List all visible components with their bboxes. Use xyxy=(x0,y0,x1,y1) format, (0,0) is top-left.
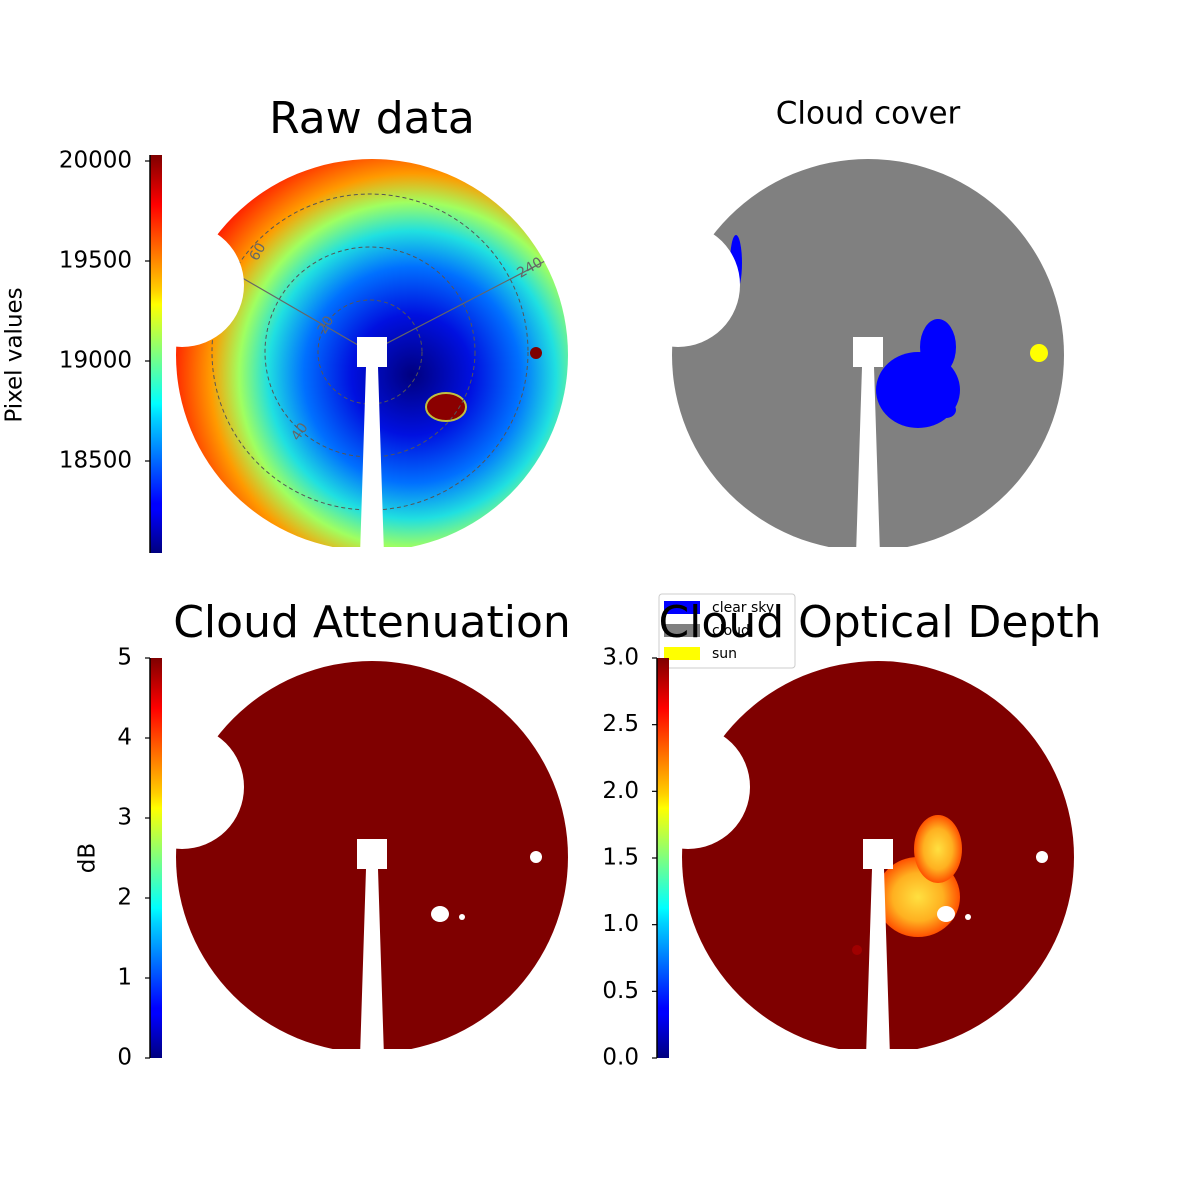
annotation: 120 xyxy=(172,228,203,255)
azimuth-line xyxy=(176,239,371,353)
colorbar-tick-label: 1 xyxy=(117,965,132,991)
sun-mask xyxy=(530,851,542,863)
masked-blob xyxy=(431,906,449,922)
zenith-ring xyxy=(317,299,423,405)
colorbar-label: Pixel values xyxy=(2,287,28,422)
sky-disk xyxy=(668,155,1068,555)
colorbar xyxy=(150,658,162,1058)
colorbar xyxy=(150,155,162,553)
optical-depth-image xyxy=(678,657,1078,1057)
masked-blob xyxy=(937,906,955,922)
colorbar-tick-label: 3.0 xyxy=(602,645,639,671)
panel-title: Raw data xyxy=(269,93,475,144)
colorbar-tick-label: 2.0 xyxy=(602,778,639,804)
legend-label: cloud xyxy=(712,623,750,639)
colorbar-tick-label: 0 xyxy=(117,1045,132,1071)
colorbar xyxy=(657,658,669,1058)
thin-cloud-region xyxy=(914,815,962,883)
legend-swatch xyxy=(664,624,700,637)
clear-sky-region xyxy=(920,319,956,375)
masked-blob xyxy=(459,914,465,920)
clear-sky-region xyxy=(730,235,742,291)
sky-disk xyxy=(172,657,572,1057)
sky-panel xyxy=(172,657,572,1057)
legend-swatch xyxy=(664,601,700,614)
legend-label: clear sky xyxy=(712,600,774,616)
sun-mask xyxy=(1036,851,1048,863)
sky-image xyxy=(172,155,572,555)
annotation: 20 xyxy=(315,313,338,336)
colorbar-tick-label: 4 xyxy=(117,725,132,751)
panel-title: Cloud Optical Depth xyxy=(658,597,1101,648)
cloud-blob xyxy=(425,392,467,422)
clear-sky-region xyxy=(936,402,956,418)
colorbar-tick-label: 20000 xyxy=(59,148,132,174)
legend-label: sun xyxy=(712,646,737,662)
colorbar-tick-label: 19500 xyxy=(59,248,132,274)
zenith-ring xyxy=(264,246,476,458)
colorbar-tick-label: 1.5 xyxy=(602,845,639,871)
azimuth-line xyxy=(369,246,573,353)
sky-disk xyxy=(678,657,1078,1057)
colorbar-tick-label: 0.0 xyxy=(602,1045,639,1071)
attenuation-image xyxy=(172,657,572,1057)
sun-region xyxy=(1030,344,1048,362)
colorbar-tick-label: 18500 xyxy=(59,448,132,474)
colorbar-tick-label: 5 xyxy=(117,645,132,671)
legend-swatch xyxy=(664,647,700,660)
colorbar-tick-label: 0.5 xyxy=(602,978,639,1004)
colorbar-tick-label: 2.5 xyxy=(602,711,639,737)
panel-title: Cloud cover xyxy=(776,96,961,132)
colorbar-tick-label: 19000 xyxy=(59,348,132,374)
panel-title: Cloud Attenuation xyxy=(173,597,571,648)
colorbar-tick-label: 3 xyxy=(117,805,132,831)
sun-spot xyxy=(530,347,542,359)
colorbar-label: dB xyxy=(75,843,101,873)
sky-panel xyxy=(678,657,1078,1057)
sky-panel xyxy=(668,155,1068,555)
zenith-ring xyxy=(211,193,529,511)
masked-blob xyxy=(965,914,971,920)
cloud-region xyxy=(668,155,1068,555)
colorbar-tick-label: 2 xyxy=(117,885,132,911)
spot xyxy=(852,945,862,955)
colorbar-tick-label: 1.0 xyxy=(602,911,639,937)
annotation: 60 xyxy=(247,240,270,263)
